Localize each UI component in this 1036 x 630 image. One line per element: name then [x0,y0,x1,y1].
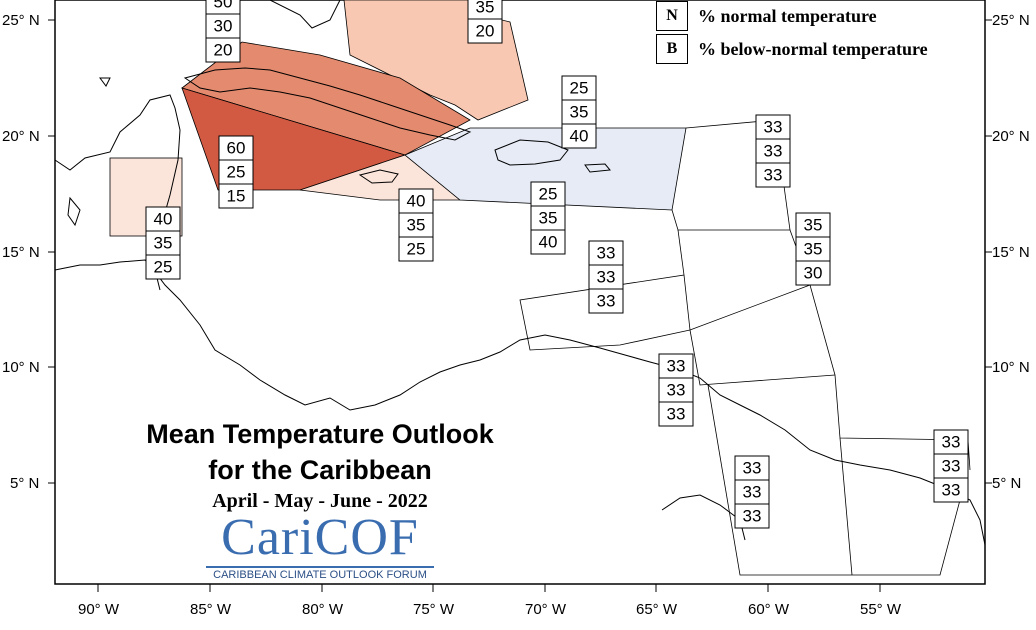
prob-value: 33 [764,118,783,137]
lat-label-5-right: 5° N [992,475,1021,492]
lon-label-80: 80° W [302,601,344,618]
prob-value: 33 [743,459,762,478]
caricof-logo: CariCOF CARIBBEAN CLIMATE OUTLOOK FORUM [200,512,440,581]
map-title-line1: Mean Temperature Outlook [146,419,494,449]
prob-value: 25 [539,185,558,204]
legend-item-below: B % below-normal temperature [656,34,928,64]
probability-box-french-guiana: 33 33 33 [933,429,969,503]
probability-box-trinidad: 33 33 33 [658,353,694,427]
probability-box-abc-islands: 33 33 33 [588,240,624,314]
prob-value: 33 [667,381,686,400]
prob-value: 33 [597,292,616,311]
probability-box-barbados-east: 35 35 30 [795,212,831,286]
legend-label-normal: % normal temperature [698,5,877,26]
lat-label-20: 20° N [2,128,40,145]
prob-value: 33 [942,481,961,500]
probability-box-belize: 40 35 25 [145,206,181,280]
probability-box-turks-caicos: 25 35 40 [561,75,597,149]
prob-value: 33 [743,507,762,526]
lat-label-15: 15° N [2,244,40,261]
legend-code-normal: N [656,1,688,31]
probability-box-hispaniola: 25 35 40 [530,181,566,255]
prob-value: 35 [154,234,173,253]
prob-value: 25 [227,163,246,182]
prob-value: 33 [743,483,762,502]
prob-value: 35 [476,0,495,17]
probability-box-jamaica: 40 35 25 [398,188,434,262]
prob-value: 35 [539,209,558,228]
coastlines [54,0,986,546]
prob-value: 33 [597,268,616,287]
prob-value: 33 [942,433,961,452]
prob-value: 60 [227,139,246,158]
probability-box-cuba-east: 60 25 15 [218,135,254,209]
prob-value: 30 [214,17,233,36]
legend-label-below: % below-normal temperature [698,38,928,59]
prob-value: 33 [597,244,616,263]
lon-label-65: 65° W [636,601,678,618]
lat-label-5: 5° N [10,475,39,492]
map-title-line2: for the Caribbean [208,455,432,485]
lat-label-10-right: 10° N [992,359,1030,376]
forecast-period: April - May - June - 2022 [212,490,428,512]
prob-value: 20 [476,22,495,41]
prob-value: 20 [214,41,233,60]
prob-value: 33 [667,405,686,424]
zone-hispaniola [404,127,687,211]
prob-value: 40 [539,233,558,252]
prob-value: 33 [667,357,686,376]
map-frame [54,0,986,585]
lon-label-85: 85° W [190,601,232,618]
prob-value: 33 [942,457,961,476]
lat-label-15-right: 15° N [992,244,1030,261]
legend-item-normal: N % normal temperature [656,1,877,31]
lon-ticks [97,584,881,592]
lat-label-20-right: 20° N [992,128,1030,145]
prob-value: 50 [214,0,233,12]
prob-value: 33 [764,166,783,185]
logo-subtitle: CARIBBEAN CLIMATE OUTLOOK FORUM [206,566,434,581]
logo-wordmark: CariCOF [221,509,419,566]
prob-value: 40 [407,192,426,211]
legend-code-below: B [656,34,688,64]
prob-value: 25 [570,79,589,98]
prob-value: 25 [407,240,426,259]
prob-value: 40 [154,210,173,229]
lon-label-90: 90° W [78,601,120,618]
lat-ticks [48,19,992,484]
probability-box-bahamas-northwest: 50 30 20 [205,0,241,63]
lon-label-70: 70° W [525,601,567,618]
prob-value: 35 [804,240,823,259]
prob-value: 35 [804,216,823,235]
lon-label-60: 60° W [748,601,790,618]
prob-value: 33 [764,142,783,161]
prob-value: 35 [570,103,589,122]
lat-label-10: 10° N [2,359,40,376]
prob-value: 15 [227,187,246,206]
probability-box-bahamas-southeast: 35 20 [467,0,503,44]
prob-value: 35 [407,216,426,235]
prob-value: 25 [154,258,173,277]
lat-label-25: 25° N [2,12,40,29]
lon-label-55: 55° W [860,601,902,618]
lon-label-75: 75° W [413,601,455,618]
probability-box-leeward-islands: 33 33 33 [755,114,791,188]
probability-box-guyana: 33 33 33 [734,455,770,529]
prob-value: 30 [804,264,823,283]
lat-label-25-right: 25° N [992,12,1030,29]
prob-value: 40 [570,127,589,146]
